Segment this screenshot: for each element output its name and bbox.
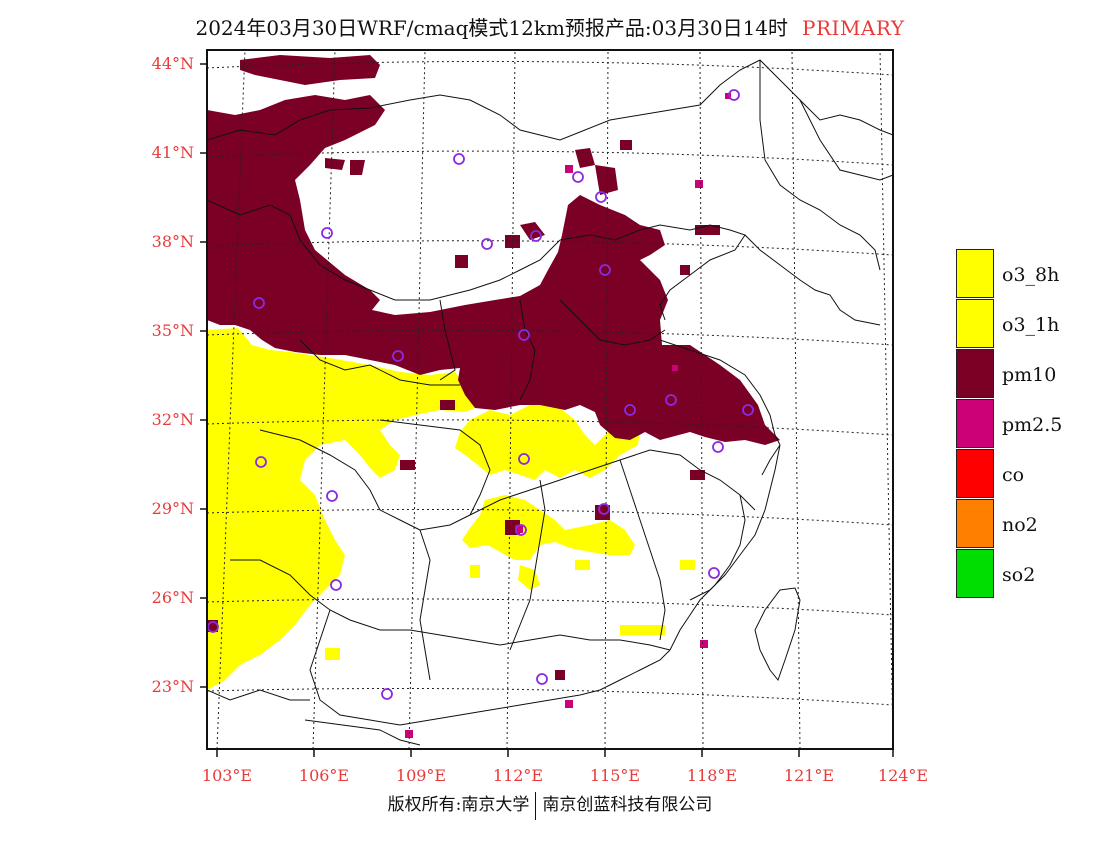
lon-label-109: 109°E <box>395 766 447 785</box>
lat-label-44: 44°N <box>151 54 194 73</box>
lon-label-103: 103°E <box>201 766 253 785</box>
lat-label-38: 38°N <box>151 232 194 251</box>
map-title: 2024年03月30日WRF/cmaq模式12km预报产品:03月30日14时 P… <box>0 12 1100 41</box>
legend-swatch-o3-1h <box>956 299 994 348</box>
legend-swatch-pm10 <box>956 349 994 398</box>
legend-label-pm25: pm2.5 <box>1002 414 1063 436</box>
map-frame <box>206 49 894 750</box>
lat-label-29: 29°N <box>151 499 194 518</box>
lon-label-112: 112°E <box>492 766 544 785</box>
lon-label-115: 115°E <box>589 766 641 785</box>
legend-label-so2: so2 <box>1002 564 1036 586</box>
station-markers <box>207 89 754 700</box>
lat-label-35: 35°N <box>151 321 194 340</box>
map-title-tag: PRIMARY <box>802 16 905 40</box>
legend-swatch-no2 <box>956 499 994 548</box>
footer-separator <box>535 791 537 820</box>
legend-label-o3-1h: o3_1h <box>1002 314 1060 336</box>
copyright-footer: 版权所有:南京大学 南京创蓝科技有限公司 <box>0 790 1100 820</box>
lon-label-118: 118°E <box>686 766 738 785</box>
map-title-main: 2024年03月30日WRF/cmaq模式12km预报产品:03月30日14时 <box>195 16 789 40</box>
graticule <box>207 50 893 749</box>
legend-label-pm10: pm10 <box>1002 364 1057 386</box>
legend-label-o3-8h: o3_8h <box>1002 264 1060 286</box>
lon-label-124: 124°E <box>877 766 929 785</box>
legend-label-co: co <box>1002 464 1025 486</box>
o3-region <box>207 328 695 690</box>
legend-swatch-pm25 <box>956 399 994 448</box>
legend-label-no2: no2 <box>1002 514 1038 536</box>
lat-label-32: 32°N <box>151 410 194 429</box>
lat-label-41: 41°N <box>151 143 194 162</box>
pm25-region <box>405 93 731 738</box>
legend-swatch-o3-8h <box>956 249 994 298</box>
map-content <box>207 50 893 749</box>
lat-label-23: 23°N <box>151 677 194 696</box>
legend-swatch-co <box>956 449 994 498</box>
copyright-right: 南京创蓝科技有限公司 <box>542 795 713 815</box>
lon-label-121: 121°E <box>783 766 835 785</box>
lat-label-26: 26°N <box>151 588 194 607</box>
legend-swatch-so2 <box>956 549 994 598</box>
copyright-left: 版权所有:南京大学 <box>387 795 530 815</box>
axis-ticks <box>200 63 894 757</box>
province-boundaries <box>207 59 893 746</box>
lon-label-106: 106°E <box>298 766 350 785</box>
